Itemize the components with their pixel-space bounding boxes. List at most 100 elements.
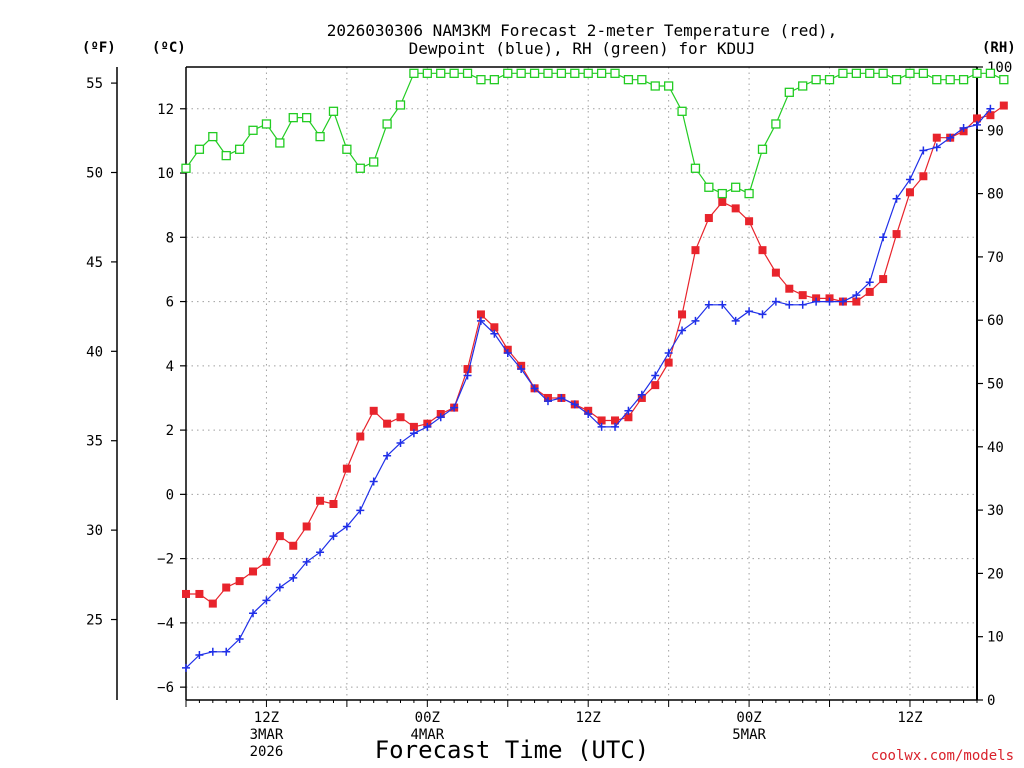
2-meter-temperature-point-32 [611,416,620,425]
rh-point-39 [704,182,714,192]
2-meter-temperature-point-40 [718,197,727,206]
2-meter-temperature-point-2 [208,599,217,608]
fahrenheit-tick-label-40: 40 [86,344,103,360]
2-meter-temperature-point-13 [356,432,365,441]
dewpoint-point-1 [195,651,204,660]
rh-point-42 [744,188,754,199]
2-meter-temperature-point-15 [383,419,392,428]
dewpoint-point-5 [249,609,258,618]
rh-point-8 [288,112,298,123]
2-meter-temperature-point-56 [932,133,941,142]
rh-point-19 [436,68,446,78]
x-tick-label-1-1: 4MAR [410,727,444,743]
rh-point-12 [342,144,352,154]
2-meter-temperature-point-7 [275,532,284,541]
celsius-tick-label--6: −6 [157,680,174,696]
2-meter-temperature-point-52 [879,275,888,284]
rh-point-49 [838,68,848,78]
celsius-tick-label-6: 6 [166,295,174,311]
dewpoint-point-40 [718,300,727,309]
x-tick-label-3-1: 5MAR [732,727,766,743]
2-meter-temperature-point-10 [316,496,325,505]
rh-point-48 [824,75,835,85]
rh-point-22 [476,75,486,85]
rh-point-36 [663,81,674,91]
dewpoint-point-18 [423,422,432,431]
axes: −6 −4 −2 0 2 4 6 8 10 12 25 30 35 40 45 50 55 0 10 20 30 40 50… [86,60,1012,709]
rh-point-25 [516,68,526,78]
2-meter-temperature-point-17 [409,422,418,431]
rh-point-45 [784,87,794,97]
2-meter-temperature-point-44 [771,268,780,277]
celsius-tick-label--2: −2 [157,552,174,568]
rh-point-18 [422,68,432,78]
rh-point-53 [891,75,902,85]
dewpoint-point-8 [289,573,298,582]
rh-point-7 [275,138,285,148]
credit-link[interactable]: coolwx.com/models [871,748,1014,764]
fahrenheit-unit-label: (ºF) [82,40,116,56]
rh-point-30 [583,68,593,78]
dewpoint-point-28 [557,393,566,402]
2-meter-temperature-point-31 [597,416,606,425]
2-meter-temperature-point-45 [785,284,794,293]
rh-tick-label-0: 0 [987,693,995,709]
dewpoint-point-36 [664,348,673,357]
rh-point-9 [302,112,312,123]
rh-tick-label-70: 70 [987,250,1004,266]
fahrenheit-tick-label-25: 25 [86,613,103,629]
dewpoint-point-4 [235,634,244,643]
2-meter-temperature-point-1 [195,589,204,598]
dewpoint-point-6 [262,596,271,605]
dewpoint-point-21 [463,371,472,380]
rh-line [185,72,1005,195]
2-meter-temperature-point-61 [999,101,1008,110]
dewpoint-point-30 [584,410,593,419]
x-tick-label-0-2: 2026 [250,744,284,760]
rh-point-52 [878,68,888,78]
dewpoint-point-17 [409,429,418,438]
fahrenheit-tick-label-50: 50 [86,166,103,182]
rh-point-57 [945,75,955,85]
dewpoint-point-31 [597,422,606,431]
x-tick-label-4-0: 12Z [897,710,922,726]
2-meter-temperature-point-3 [222,583,231,592]
celsius-tick-label-12: 12 [157,102,174,118]
dewpoint-point-23 [490,329,499,338]
2-meter-temperature-point-53 [892,230,901,239]
dewpoint-point-42 [745,307,754,316]
celsius-tick-label--4: −4 [157,616,174,632]
dewpoint-point-39 [704,300,713,309]
rh-point-23 [489,75,500,85]
dewpoint-point-58 [959,124,968,133]
2-meter-temperature-point-5 [249,567,258,576]
dewpoint-point-2 [208,647,217,656]
dewpoint-point-60 [986,104,995,113]
fahrenheit-tick-label-30: 30 [86,523,103,539]
2-meter-temperature-point-46 [798,291,807,300]
dewpoint-point-38 [691,316,700,325]
dewpoint-point-56 [932,143,941,152]
fahrenheit-tick-label-45: 45 [86,255,103,271]
rh-point-46 [798,81,808,91]
2-meter-temperature-point-55 [919,172,928,181]
rh-point-0 [181,163,191,173]
2-meter-temperature-point-39 [704,214,713,223]
rh-tick-label-40: 40 [987,440,1004,456]
rh-point-17 [409,68,419,78]
2-meter-temperature-point-16 [396,413,405,422]
dewpoint-point-16 [396,438,405,447]
gridlines [186,67,977,700]
dewpoint-point-32 [611,422,620,431]
rh-point-16 [395,100,406,110]
2-meter-temperature-point-21 [463,365,472,374]
dewpoint-point-37 [678,326,687,335]
dewpoint-point-11 [329,532,338,541]
2-meter-temperature-point-23 [490,323,499,332]
dewpoint-point-20 [450,403,459,412]
dewpoint-point-14 [369,477,378,486]
2-meter-temperature-point-38 [691,246,700,255]
rh-point-41 [731,182,741,192]
data-series [181,68,1009,672]
